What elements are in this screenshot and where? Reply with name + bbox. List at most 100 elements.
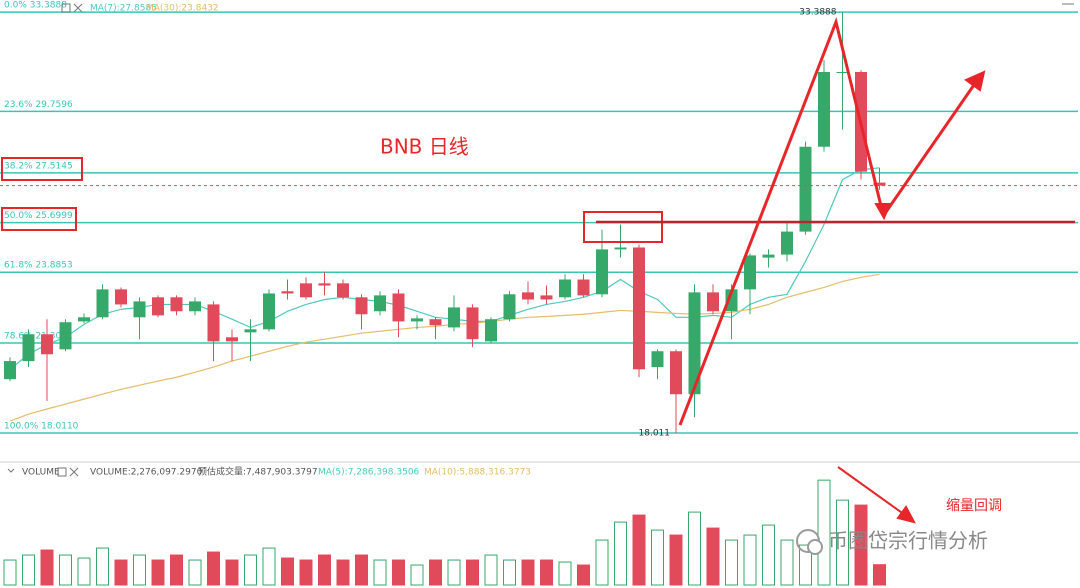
volume-legend: MA(5):7,286,398.3506: [318, 468, 420, 478]
volume-bar: [725, 539, 738, 586]
trend-arrow: [678, 17, 884, 426]
legend-icons: [7, 3, 1074, 477]
watermark: 币圈岱宗行情分析: [796, 529, 988, 555]
trend-arrow: [884, 81, 978, 213]
fib-label: 38.2% 27.5145: [4, 161, 73, 171]
annotation: 缩量回调: [946, 498, 1002, 514]
volume-bar: [40, 549, 54, 586]
candle-body: [207, 304, 220, 342]
candle-body: [59, 322, 72, 350]
volume-bar: [151, 559, 165, 586]
candle-body: [189, 301, 201, 312]
volume-bar: [762, 524, 775, 586]
volume-bar: [799, 544, 812, 586]
volume-bar: [244, 554, 257, 586]
fib-label: 78.6% 21.3021: [4, 331, 73, 341]
volume-legend: VOLUME:2,276,097.2970: [90, 468, 203, 478]
candle-body: [577, 279, 590, 296]
volume-title: VOLUME: [22, 468, 60, 478]
collapse-icon: [7, 468, 15, 473]
candle-body: [633, 247, 645, 370]
price-panel: 0.0% 33.3888 23.6% 29.7596 38.2% 27.5145 50…: [0, 1, 1078, 439]
volume-bar: [3, 559, 17, 586]
candle-body: [596, 249, 608, 295]
candle-body: [466, 307, 479, 340]
candle-body: [22, 334, 35, 362]
volume-bar: [484, 554, 498, 586]
arrow-head: [963, 70, 986, 92]
candle-body: [540, 295, 553, 300]
volume-bar: [669, 534, 683, 586]
candle-body: [152, 297, 164, 316]
fib-label: 23.6% 29.7596: [4, 100, 73, 110]
volume-bar: [632, 514, 646, 586]
volume-bar: [521, 559, 535, 586]
low-label: 18.011: [639, 429, 671, 439]
chart-title: BNB 日线: [380, 135, 469, 159]
volume-bar: [817, 479, 831, 586]
volume-bar: [651, 529, 664, 586]
candle-body: [374, 295, 386, 312]
volume-bar: [22, 554, 35, 586]
volume-bar: [466, 559, 479, 586]
candle-body: [170, 297, 183, 312]
volume-bar: [854, 504, 868, 586]
candle-body: [651, 351, 664, 368]
candle-body: [873, 182, 886, 186]
volume-bar: [336, 559, 350, 586]
high-label: 33.3888: [799, 8, 836, 18]
candle-body: [96, 289, 109, 318]
fib-label: 0.0% 33.3888: [4, 1, 67, 11]
candle-body: [725, 289, 738, 312]
candle-body: [226, 337, 238, 342]
volume-bar: [392, 559, 405, 586]
legend-icon: [57, 467, 67, 477]
candle-body: [762, 254, 775, 258]
volume-bar: [170, 554, 183, 586]
volume-bar: [114, 559, 128, 586]
candle-body: [337, 283, 349, 298]
volume-panel: VOLUME VOLUME:2,276,097.2970预估成交量:7,487,9…: [3, 466, 886, 586]
legend-entry: MA(30):23.8432: [146, 4, 219, 14]
volume-arrow: [837, 466, 906, 516]
volume-bar: [355, 554, 368, 586]
candle-body: [781, 231, 793, 255]
volume-bar: [299, 559, 313, 586]
highlight-box: [1, 157, 83, 181]
watermark-icon: [807, 539, 823, 555]
candle-body: [392, 293, 405, 322]
highlight-box: [1, 207, 77, 231]
volume-bar: [688, 511, 701, 586]
volume-bar: [96, 547, 109, 586]
volume-bar: [873, 564, 886, 586]
candle-body: [41, 334, 53, 355]
volume-bar: [577, 564, 590, 586]
volume-bar: [595, 539, 609, 586]
candle-body: [485, 319, 497, 342]
legend-icon: [73, 3, 83, 13]
volume-bar: [836, 499, 849, 586]
candle-body: [244, 329, 257, 333]
candle-body: [744, 255, 756, 290]
volume-bar: [503, 559, 516, 586]
candle-body: [799, 146, 812, 232]
volume-legend: 预估成交量:7,487,903.3797: [198, 466, 318, 478]
candle-body: [355, 297, 368, 315]
volume-bar: [743, 534, 757, 586]
arrow-head: [896, 505, 916, 524]
candle-body: [281, 291, 294, 294]
volume-bar: [373, 559, 387, 586]
legend-icon: [69, 467, 79, 477]
watermark-text: 币圈岱宗行情分析: [828, 529, 988, 553]
volume-bar: [207, 551, 220, 586]
volume-bar: [225, 559, 239, 586]
volume-bar: [558, 561, 572, 586]
candle-body: [78, 317, 90, 322]
volume-bar: [614, 521, 627, 586]
candle-body: [818, 71, 830, 147]
volume-bar: [262, 547, 276, 586]
volume-bar: [706, 527, 720, 586]
highlight-box: [583, 211, 663, 243]
